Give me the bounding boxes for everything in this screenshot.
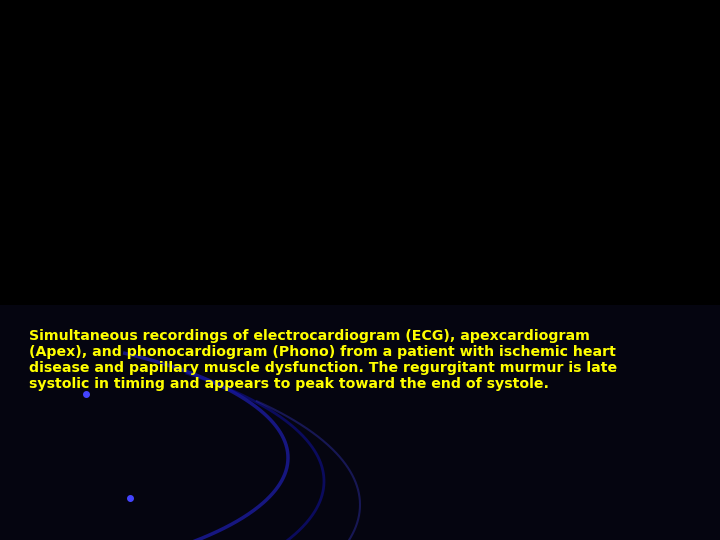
Text: Simultaneous recordings of electrocardiogram (ECG), apexcardiogram
(Apex), and p: Simultaneous recordings of electrocardio…	[29, 328, 617, 391]
Text: Apex: Apex	[13, 239, 51, 253]
Text: ECG: ECG	[13, 55, 48, 69]
Text: Phono: Phono	[13, 147, 61, 161]
